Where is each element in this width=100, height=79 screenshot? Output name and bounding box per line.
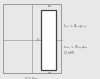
Bar [41,10,56,70]
Text: x = x$_{nm}$: x = x$_{nm}$ [24,76,40,79]
Text: y = y$_{nm}$: y = y$_{nm}$ [0,37,2,44]
Text: w: w [47,4,50,8]
Text: w: w [47,71,50,76]
Text: x$_{nm}$ = $\Phi_{nm}\varphi_{nm}$: x$_{nm}$ = $\Phi_{nm}\varphi_{nm}$ [63,43,89,51]
Text: h: h [37,38,40,42]
Text: f$_{nm}$ = A$_{nm}$$\varphi$$_{nm}$: f$_{nm}$ = A$_{nm}$$\varphi$$_{nm}$ [63,22,88,30]
Bar [3,4,61,73]
Text: (2 $\pi$M): (2 $\pi$M) [63,49,76,56]
